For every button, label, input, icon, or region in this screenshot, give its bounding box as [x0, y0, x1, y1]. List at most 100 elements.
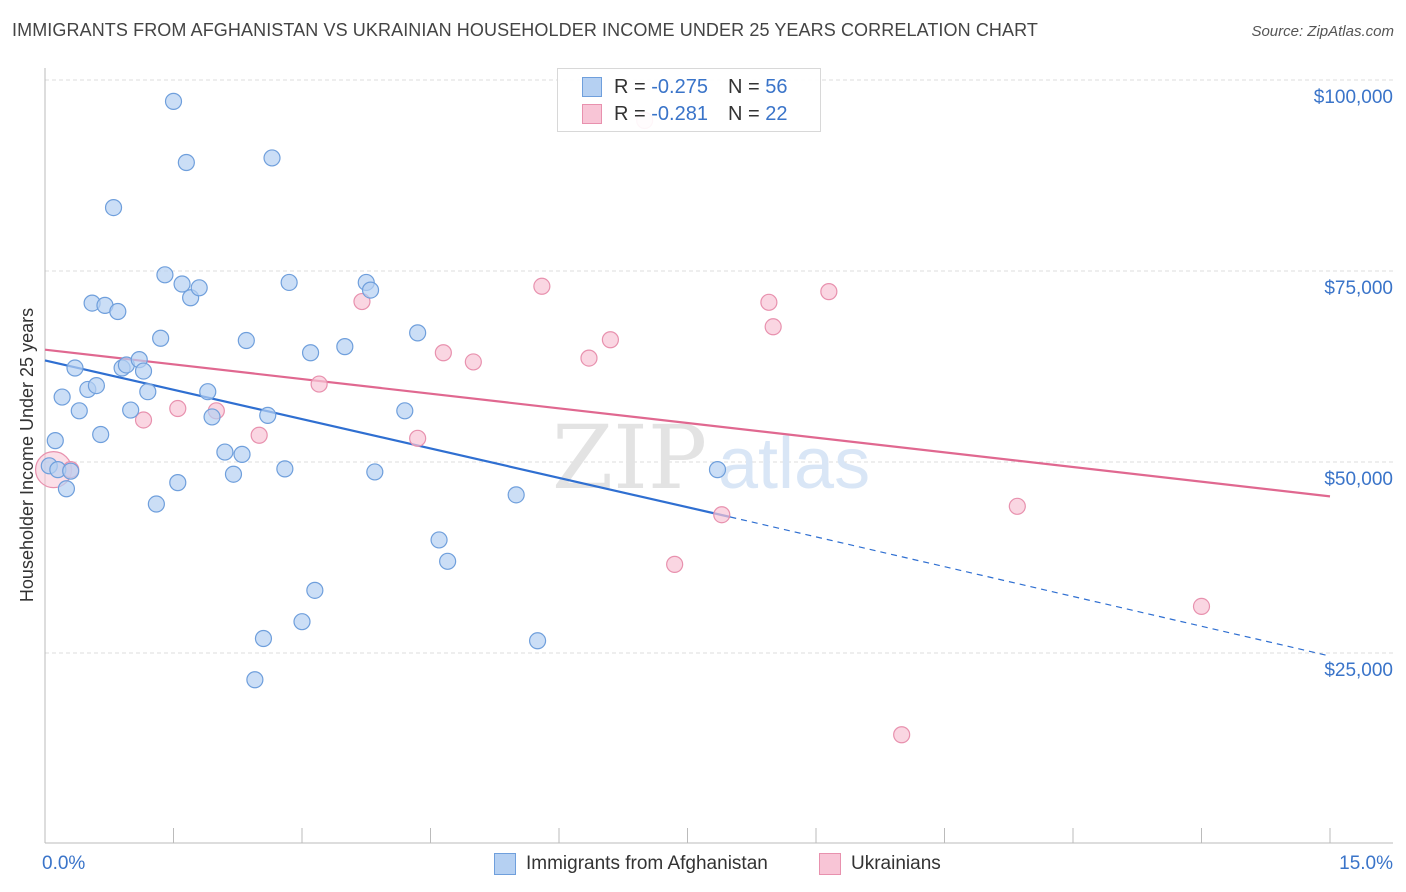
data-point-afghanistan [301, 344, 320, 362]
watermark-atlas: atlas [718, 424, 870, 504]
legend-r-value: -0.275 [651, 75, 708, 98]
legend-n-value: 56 [765, 75, 788, 98]
y-tick-label: $75,000 [1324, 278, 1393, 299]
legend-r-label: R = [614, 102, 646, 125]
data-point-afghanistan [156, 266, 174, 284]
data-points [34, 92, 1211, 744]
x-tick-label: 15.0% [1339, 853, 1393, 874]
grid-lines [45, 79, 1393, 654]
y-axis-title: Householder Income Under 25 years [17, 308, 37, 602]
data-point-afghanistan [199, 383, 217, 401]
trend-line-extension-afghanistan [730, 516, 1331, 657]
data-point-ukrainians [169, 399, 187, 418]
series-legend-ukrainians: Ukrainians [819, 851, 941, 877]
data-point-afghanistan [708, 461, 727, 479]
series-swatch-afghanistan [494, 853, 516, 875]
data-point-afghanistan [366, 463, 384, 481]
data-point-afghanistan [53, 388, 71, 406]
legend-r-label: R = [614, 75, 646, 98]
data-point-ukrainians [601, 331, 620, 349]
data-point-afghanistan [57, 480, 76, 498]
data-point-ukrainians [353, 292, 371, 311]
data-point-afghanistan [216, 443, 234, 461]
data-point-afghanistan [92, 425, 110, 444]
legend-n-label: N = [727, 75, 760, 98]
data-point-afghanistan [70, 402, 88, 420]
data-point-afghanistan [246, 671, 264, 689]
data-point-ukrainians [310, 375, 328, 393]
data-point-afghanistan [280, 273, 298, 292]
data-point-ukrainians [666, 555, 684, 573]
data-point-ukrainians [820, 283, 838, 301]
series-legend-afghanistan: Immigrants from Afghanistan [494, 851, 768, 877]
legend-row-ukrainians: R = -0.281 N = 22 [582, 102, 787, 126]
legend-swatch-afghanistan [582, 77, 602, 97]
series-label-ukrainians: Ukrainians [851, 853, 941, 874]
data-point-ukrainians [409, 429, 427, 447]
y-tick-label: $50,000 [1324, 469, 1393, 490]
data-point-ukrainians [1008, 497, 1026, 515]
source-label: Source: ZipAtlas.com [1251, 23, 1394, 40]
data-point-ukrainians [580, 349, 598, 367]
data-point-afghanistan [396, 402, 414, 420]
data-point-afghanistan [122, 401, 140, 419]
data-point-afghanistan [173, 275, 191, 293]
series-label-afghanistan: Immigrants from Afghanistan [526, 853, 768, 874]
data-point-afghanistan [507, 486, 525, 504]
legend-swatch-ukrainians [582, 104, 602, 124]
data-point-afghanistan [169, 474, 187, 492]
data-point-afghanistan [259, 406, 277, 424]
data-point-afghanistan [263, 149, 281, 167]
data-point-afghanistan [224, 465, 243, 483]
data-point-ukrainians [250, 426, 268, 444]
data-point-afghanistan [139, 383, 157, 401]
data-point-ukrainians [760, 293, 778, 311]
data-point-ukrainians [533, 277, 551, 295]
trend-lines [44, 348, 1331, 657]
chart-title: IMMIGRANTS FROM AFGHANISTAN VS UKRAINIAN… [12, 20, 1039, 40]
data-point-afghanistan [190, 279, 208, 297]
data-point-afghanistan [152, 329, 170, 347]
data-point-afghanistan [104, 198, 123, 217]
data-point-ukrainians [464, 353, 482, 371]
data-point-afghanistan [164, 92, 183, 110]
x-tick-label: 0.0% [42, 853, 85, 874]
data-point-afghanistan [409, 324, 427, 342]
data-point-afghanistan [134, 362, 153, 380]
legend-n-value: 22 [765, 102, 788, 125]
trend-line-ukrainians [44, 348, 1331, 498]
data-point-afghanistan [276, 460, 294, 478]
y-tick-label: $100,000 [1314, 87, 1393, 108]
data-point-afghanistan [87, 377, 106, 395]
data-point-afghanistan [439, 552, 457, 570]
correlation-legend: R = -0.275 N = 56 R = -0.281 N = 22 [557, 68, 821, 132]
data-point-afghanistan [306, 581, 324, 599]
data-point-afghanistan [528, 632, 547, 650]
axis-labels: $25,000 $50,000 $75,000 $100,000 0.0% 15.0% Ho… [17, 87, 1393, 874]
data-point-ukrainians [134, 411, 153, 429]
data-point-afghanistan [237, 331, 255, 350]
data-point-afghanistan [147, 495, 165, 513]
data-point-afghanistan [254, 629, 273, 648]
series-swatch-ukrainians [819, 853, 841, 875]
legend-n-label: N = [727, 102, 760, 125]
trend-line-afghanistan [44, 359, 731, 519]
data-point-afghanistan [177, 153, 195, 172]
data-point-afghanistan [430, 531, 448, 549]
data-point-afghanistan [233, 445, 251, 463]
data-point-ukrainians [434, 344, 452, 362]
data-point-afghanistan [109, 302, 127, 321]
data-point-ukrainians [893, 726, 911, 744]
legend-row-afghanistan: R = -0.275 N = 56 [582, 75, 787, 99]
data-point-afghanistan [336, 338, 354, 356]
data-point-afghanistan [46, 432, 64, 450]
data-point-ukrainians [713, 506, 731, 524]
data-point-afghanistan [66, 359, 84, 377]
watermark: ZIP atlas [552, 406, 870, 509]
data-point-ukrainians [764, 318, 782, 336]
data-point-afghanistan [203, 408, 221, 426]
y-tick-label: $25,000 [1324, 660, 1393, 681]
data-point-ukrainians [1192, 597, 1211, 615]
legend-r-value: -0.281 [651, 102, 708, 125]
